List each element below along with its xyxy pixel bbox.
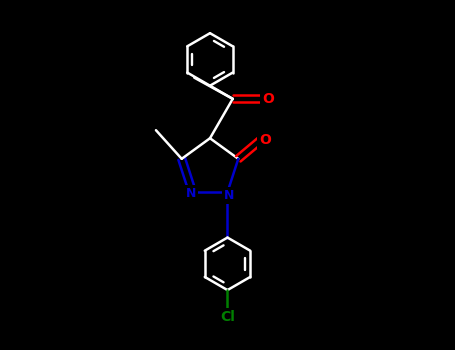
- Text: O: O: [262, 92, 274, 106]
- Text: Cl: Cl: [220, 310, 235, 324]
- Text: O: O: [259, 133, 271, 147]
- Text: N: N: [186, 187, 196, 200]
- Text: N: N: [224, 189, 234, 202]
